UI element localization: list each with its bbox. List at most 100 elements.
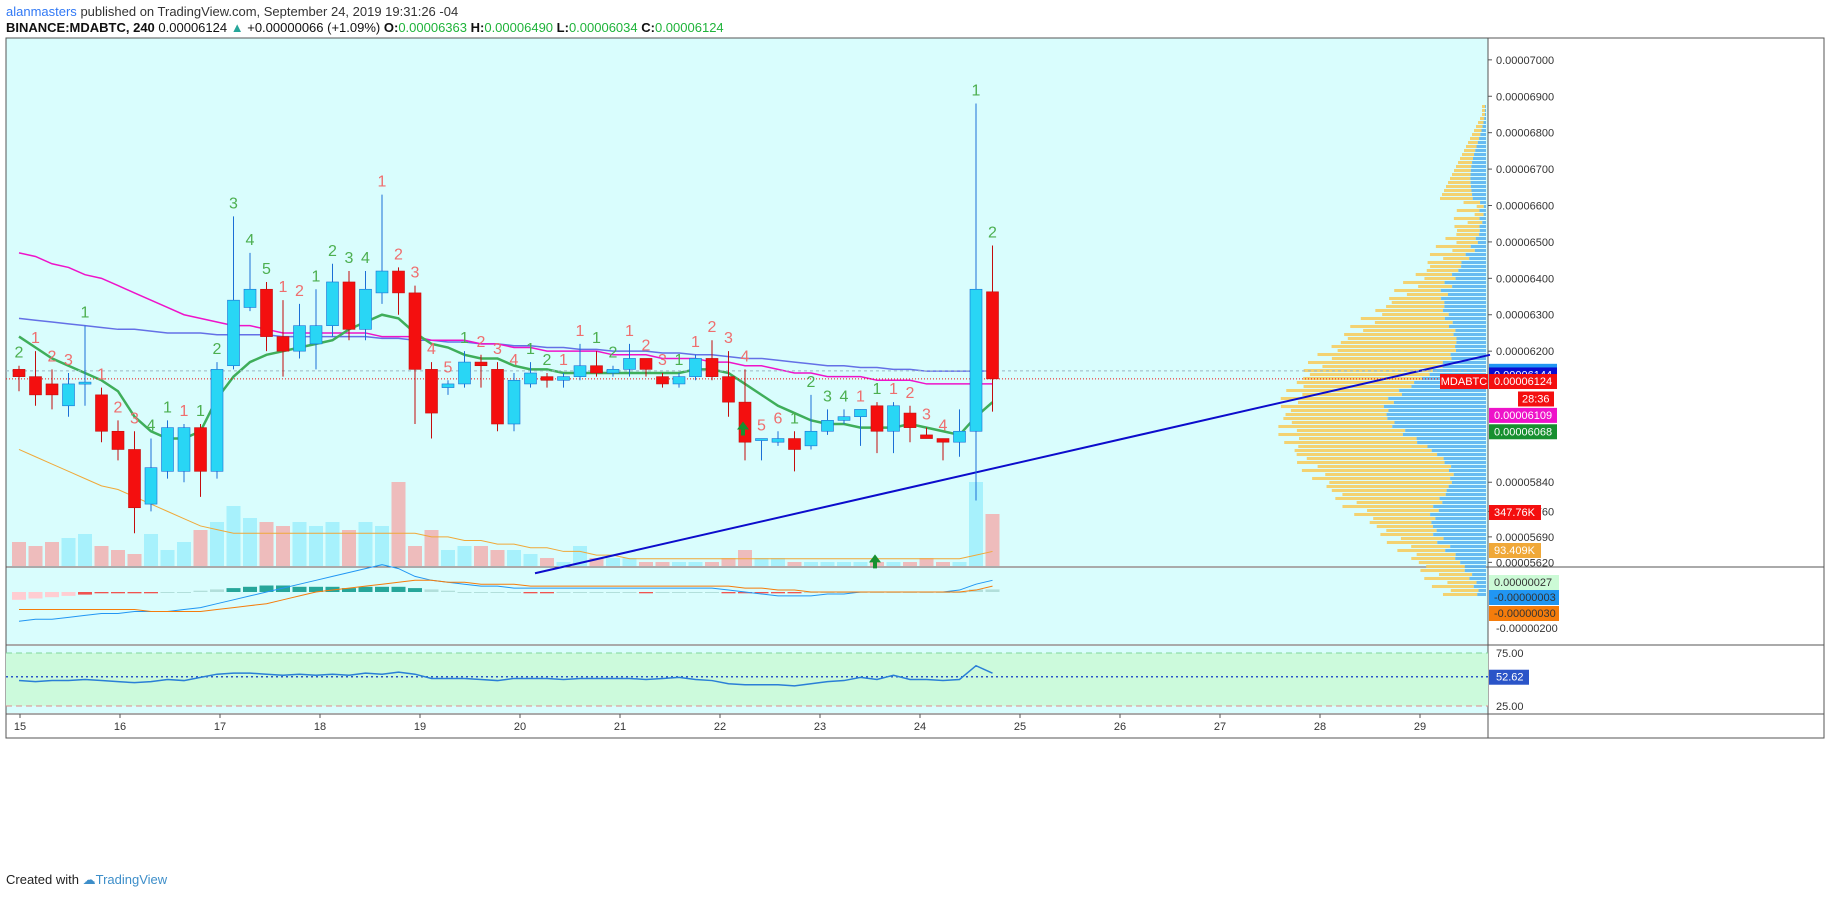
volume-profile-bar xyxy=(1299,437,1417,440)
candle-body xyxy=(590,365,603,374)
volume-profile-bar xyxy=(1476,205,1484,208)
sequential-count-label: 5 xyxy=(757,418,766,435)
sequential-count-label: 1 xyxy=(196,403,205,420)
macd-pane xyxy=(6,568,1488,644)
macd-histogram-bar xyxy=(787,592,802,594)
volume-profile-bar xyxy=(1285,413,1387,416)
volume-profile-bar xyxy=(1463,201,1481,204)
volume-bar xyxy=(358,522,373,566)
volume-profile-bar xyxy=(1382,313,1449,316)
time-tick-label: 28 xyxy=(1314,721,1326,733)
volume-bar xyxy=(919,558,934,566)
volume-profile-bar xyxy=(1450,353,1486,356)
candle-body xyxy=(29,376,42,396)
volume-bar xyxy=(738,550,752,566)
volume-profile-bar xyxy=(1416,437,1486,440)
volume-profile-bar xyxy=(1440,197,1473,200)
volume-bar xyxy=(193,530,208,566)
candle-body xyxy=(953,430,966,443)
last-price: 0.00006124 xyxy=(158,20,228,35)
macd-histogram-bar xyxy=(309,586,323,592)
volume-profile-bar xyxy=(1387,417,1486,420)
volume-profile-bar xyxy=(1439,497,1486,500)
volume-bar xyxy=(672,562,686,566)
price-tag-label: 28:36 xyxy=(1522,393,1550,405)
price-tick-label: 0.00005690 xyxy=(1496,532,1554,544)
volume-bar xyxy=(540,558,554,566)
tradingview-cloud-icon[interactable]: ☁ xyxy=(82,872,96,887)
volume-profile-bar xyxy=(1442,593,1478,596)
volume-profile-bar xyxy=(1331,357,1452,360)
sequential-count-label: 2 xyxy=(213,341,222,358)
close-value: 0.00006124 xyxy=(654,20,724,35)
volume-bar xyxy=(655,562,670,566)
volume-profile-bar xyxy=(1479,225,1486,228)
volume-profile-bar xyxy=(1360,317,1445,320)
macd-histogram-bar xyxy=(12,592,26,600)
candle-body xyxy=(920,434,933,439)
macd-tag-label: -0.00000003 xyxy=(1494,592,1556,604)
volume-bar xyxy=(127,554,142,566)
volume-profile-bar xyxy=(1442,361,1486,364)
low-label: L: xyxy=(556,20,569,35)
volume-bar xyxy=(424,530,439,566)
volume-profile-bar xyxy=(1482,109,1486,112)
open-label: O: xyxy=(383,20,399,35)
candle-body xyxy=(936,438,950,443)
sequential-count-label: 1 xyxy=(559,352,568,369)
candle-body xyxy=(62,383,75,407)
volume-profile-bar xyxy=(1444,461,1486,464)
candle-body xyxy=(45,383,59,396)
volume-profile-bar xyxy=(1483,213,1486,216)
candle-body xyxy=(623,358,636,370)
volume-bar xyxy=(391,482,406,566)
volume-profile-bar xyxy=(1354,513,1431,516)
volume-profile-bar xyxy=(1484,117,1486,120)
volume-profile-bar xyxy=(1485,105,1486,108)
sequential-count-label: 2 xyxy=(48,348,57,365)
volume-profile-bar xyxy=(1376,525,1434,528)
volume-profile-bar xyxy=(1386,305,1445,308)
volume-profile-bar xyxy=(1433,525,1486,528)
candle-body xyxy=(804,430,818,447)
volume-profile-bar xyxy=(1388,397,1486,400)
volume-profile-bar xyxy=(1296,381,1415,384)
rsi-value-tag-label: 52.62 xyxy=(1496,672,1524,684)
volume-bar xyxy=(292,522,307,566)
author-link[interactable]: alanmasters xyxy=(6,4,77,19)
candle-body xyxy=(276,336,290,352)
volume-profile-bar xyxy=(1442,193,1473,196)
volume-profile-bar xyxy=(1278,433,1403,436)
volume-profile-bar xyxy=(1471,189,1486,192)
macd-histogram-bar xyxy=(622,592,637,593)
candle-body xyxy=(705,358,719,377)
candle-body xyxy=(854,409,867,418)
macd-histogram-bar xyxy=(507,592,521,593)
macd-histogram-bar xyxy=(688,592,703,593)
volume-profile-bar xyxy=(1302,393,1402,396)
candle-body xyxy=(524,372,537,385)
sequential-count-label: 2 xyxy=(543,352,552,369)
volume-bar xyxy=(705,562,719,566)
tradingview-link[interactable]: TradingView xyxy=(95,872,168,887)
volume-profile-bar xyxy=(1335,497,1440,500)
volume-bar xyxy=(606,558,620,566)
footer: Created with ☁TradingView xyxy=(6,872,167,888)
volume-profile-bar xyxy=(1290,409,1389,412)
volume-profile-bar xyxy=(1431,449,1486,452)
volume-profile-bar xyxy=(1474,213,1484,216)
volume-profile-bar xyxy=(1418,561,1461,564)
candle-body xyxy=(161,427,174,472)
volume-bar xyxy=(936,562,950,566)
volume-profile-bar xyxy=(1461,265,1486,268)
volume-profile-bar xyxy=(1386,413,1486,416)
volume-profile-bar xyxy=(1394,289,1441,292)
sequential-count-label: 5 xyxy=(262,261,271,278)
volume-profile-bar xyxy=(1447,293,1486,296)
price-tick-label: 0.00006600 xyxy=(1496,201,1554,213)
volume-bar xyxy=(589,558,604,566)
volume-bar xyxy=(639,562,653,566)
volume-profile-bar xyxy=(1449,469,1486,472)
volume-profile-bar xyxy=(1470,169,1486,172)
